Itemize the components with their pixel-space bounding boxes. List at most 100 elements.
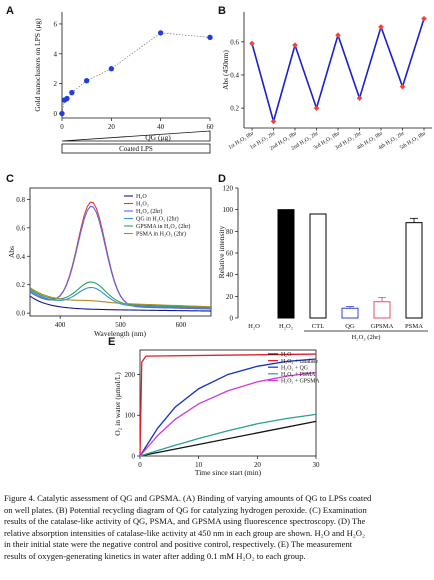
c-y-axis-label: Abs	[7, 246, 16, 258]
caption-line-4: relative absorption intensities of catal…	[4, 527, 365, 538]
b-data-marker	[313, 105, 320, 111]
d-x-tick-label: H₂O	[248, 323, 260, 330]
a-x-tick-label: 20	[108, 123, 116, 131]
e-x-tick-label: 0	[138, 461, 142, 469]
figure-caption: Figure 4. Catalytic assessment of QG and…	[4, 493, 430, 563]
e-x-axis-label: Time since start (min)	[195, 468, 262, 477]
e-x-tick-label: 30	[313, 461, 321, 469]
c-y-tick-label: 0.2	[16, 281, 25, 289]
a-coated-lps-label: Coated LPS	[119, 145, 153, 153]
c-series-line	[29, 287, 212, 308]
c-series-line	[29, 201, 212, 310]
b-data-marker	[421, 15, 427, 22]
d-y-tick-label: 80	[226, 228, 234, 236]
c-series-line	[29, 205, 212, 310]
c-y-tick-label: 0.0	[16, 310, 25, 318]
d-x-tick-label: GPSMA	[371, 323, 394, 330]
d-bar	[341, 307, 359, 319]
a-x-axis-label: QG (μg)	[145, 133, 171, 142]
d-bar	[405, 222, 423, 319]
d-bar	[309, 213, 327, 319]
c-x-tick-label: 600	[176, 321, 187, 329]
d-x-tick-label: QG	[345, 323, 355, 330]
d-bar	[277, 209, 295, 319]
d-y-tick-label: 60	[226, 250, 234, 258]
a-data-point	[59, 110, 65, 117]
d-bar	[373, 301, 391, 319]
e-series-line	[139, 413, 317, 457]
b-data-marker	[378, 24, 384, 30]
c-y-tick-label: 0.6	[16, 224, 25, 232]
e-legend-label: H₂O₂ + GPSMA	[281, 379, 320, 385]
d-y-tick-label: 0	[230, 315, 234, 323]
a-trend-line	[61, 32, 211, 114]
caption-line-1: Figure 4. Catalytic assessment of QG and…	[4, 493, 372, 503]
a-coated-lps-box	[61, 143, 211, 154]
c-legend-label: H₂O	[136, 194, 147, 200]
c-legend-label: H₂O₂ (2hr)	[136, 208, 162, 215]
c-x-axis-label: Wavelength (nm)	[94, 329, 147, 338]
panel-letter-c: C	[6, 173, 14, 185]
a-data-point	[64, 95, 70, 102]
c-y-tick-label: 0.8	[16, 196, 25, 204]
a-y-axis-label: Gold nanoclusters on LPS (μg)	[33, 18, 42, 112]
panel-letter-d: D	[218, 173, 226, 185]
caption-line-6: results of oxygen-generating kinetics in…	[4, 550, 306, 561]
a-data-point	[83, 77, 90, 84]
e-legend-label: H₂O₂ + QG	[281, 365, 308, 371]
a-qg-gradient-wedge	[61, 130, 211, 142]
e-y-tick-label: 0	[132, 453, 136, 461]
a-y-tick-label: 0	[54, 110, 58, 118]
b-data-marker	[249, 40, 255, 47]
b-data-marker	[399, 83, 406, 90]
b-data-marker	[270, 118, 277, 125]
caption-line-3: results of the catalase-like activity of…	[4, 516, 366, 527]
d-y-tick-label: 120	[223, 185, 234, 193]
a-x-tick-label: 60	[207, 123, 215, 131]
c-x-tick-label: 500	[115, 321, 126, 329]
a-data-point	[69, 89, 75, 96]
a-data-point	[207, 34, 213, 41]
c-legend-label: GPSMA in H₂O₂ (2hr)	[136, 223, 190, 230]
b-y-tick-label: 0.6	[230, 38, 239, 46]
b-data-marker	[292, 42, 298, 48]
c-x-tick-label: 400	[55, 321, 66, 329]
e-series-line	[139, 420, 317, 457]
e-y-axis-label: O₂ in water (μmol/L)	[113, 372, 122, 436]
b-y-tick-label: 0.2	[230, 105, 239, 113]
d-y-axis-label: Relative intensity	[217, 225, 226, 278]
panel-letter-b: B	[218, 5, 226, 17]
c-legend-label: PSMA in H₂O₂ (2hr)	[136, 231, 186, 238]
e-legend-label: H₂O	[281, 352, 291, 358]
d-x-tick-label: CTL	[312, 323, 324, 330]
caption-line-5: in their initial state were the negative…	[4, 539, 353, 550]
a-data-point	[157, 30, 164, 36]
e-y-tick-label: 200	[125, 371, 136, 379]
d-group-label: H₂O₂ (2hr)	[352, 334, 381, 341]
b-data-marker	[356, 95, 363, 101]
e-legend-label: H₂O₂ + catalase	[281, 359, 318, 365]
d-x-tick-label: PSMA	[405, 323, 423, 330]
a-x-tick-label: 40	[157, 123, 165, 131]
d-x-tick-label: H₂O₂	[279, 323, 293, 330]
panel-letter-e: E	[108, 336, 115, 348]
b-y-tick-label: 0.4	[230, 71, 239, 79]
d-y-tick-label: 100	[223, 206, 234, 214]
b-y-axis-label: Abs (450nm)	[221, 50, 230, 90]
e-series-line	[139, 358, 317, 457]
c-series-line	[29, 295, 212, 312]
panel-letter-a: A	[6, 5, 14, 17]
a-data-point	[108, 66, 115, 72]
caption-line-2: on well plates. (B) Potential recycling …	[4, 504, 367, 515]
e-x-tick-label: 20	[254, 461, 262, 469]
e-legend-label: H₂O₂ + PSMA	[281, 372, 316, 378]
e-plot-frame	[139, 349, 317, 457]
a-y-tick-label: 4	[54, 50, 58, 58]
e-y-tick-label: 100	[125, 412, 136, 420]
c-y-tick-label: 0.4	[16, 253, 25, 261]
d-y-tick-label: 20	[226, 293, 234, 301]
a-y-tick-label: 6	[54, 20, 58, 28]
b-data-marker	[335, 32, 341, 38]
e-series-line	[139, 371, 317, 457]
